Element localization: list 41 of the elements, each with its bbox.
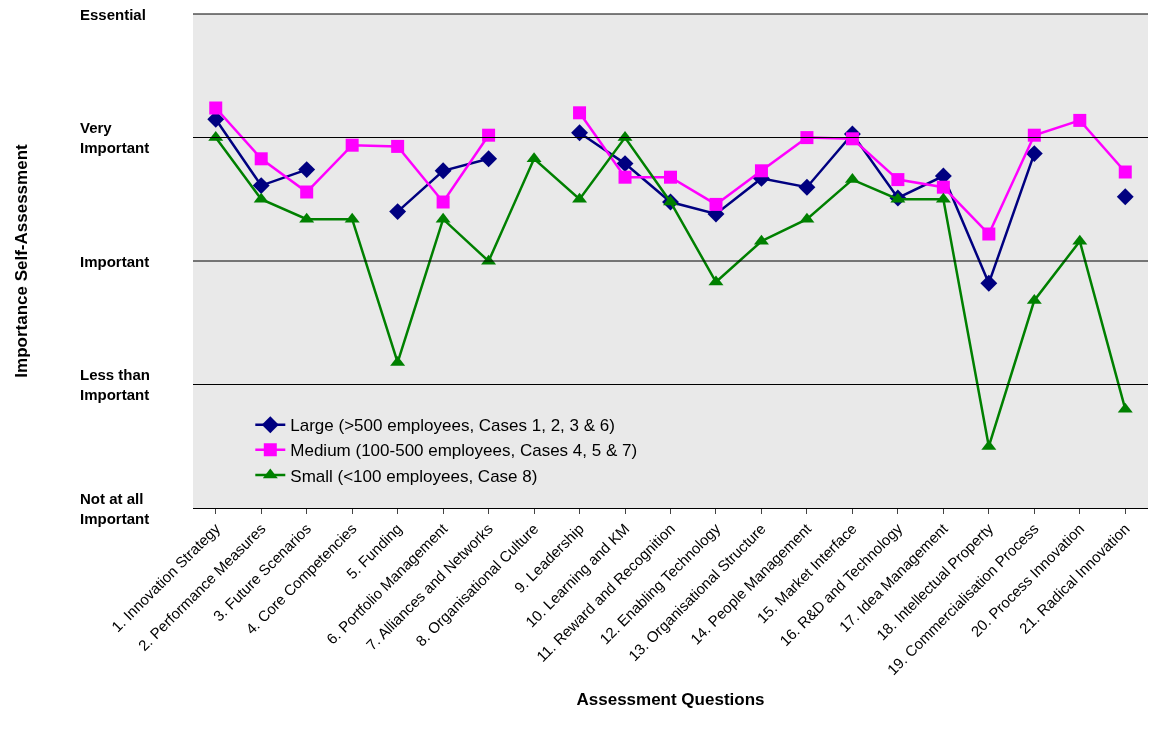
point bbox=[709, 197, 723, 211]
legend-label: Small (<100 employees, Case 8) bbox=[290, 466, 538, 486]
text: Essential bbox=[80, 6, 146, 23]
point bbox=[1116, 188, 1134, 206]
point bbox=[936, 180, 950, 194]
point bbox=[300, 185, 314, 199]
point bbox=[252, 177, 270, 195]
point bbox=[571, 124, 588, 142]
y-axis-title: Importance Self-Assessment bbox=[11, 143, 31, 378]
point bbox=[480, 150, 498, 168]
point bbox=[1118, 165, 1132, 179]
text: Not at all Important bbox=[80, 490, 150, 527]
point bbox=[209, 101, 223, 115]
point bbox=[618, 170, 632, 184]
point bbox=[616, 155, 634, 173]
point bbox=[1027, 128, 1041, 142]
point bbox=[800, 131, 814, 145]
point bbox=[1073, 113, 1087, 127]
point bbox=[391, 139, 405, 153]
point bbox=[798, 178, 816, 196]
legend-label: Large (>500 employees, Cases 1, 2, 3 & 6) bbox=[290, 416, 615, 436]
point bbox=[389, 203, 407, 221]
text: Less than Important bbox=[80, 366, 151, 403]
point bbox=[982, 227, 996, 241]
point bbox=[891, 173, 905, 187]
point bbox=[664, 170, 677, 184]
text: Very Important bbox=[80, 119, 150, 156]
point bbox=[298, 161, 316, 179]
point bbox=[1025, 145, 1043, 163]
point bbox=[436, 195, 450, 209]
legend-label: Medium (100-500 employees, Cases 4, 5 & 7) bbox=[290, 441, 638, 461]
point bbox=[573, 106, 587, 120]
point bbox=[482, 128, 496, 142]
x-axis-title: Assessment Questions bbox=[576, 689, 765, 709]
text: Important bbox=[80, 253, 150, 270]
point bbox=[345, 138, 359, 152]
point bbox=[980, 274, 998, 292]
point bbox=[254, 152, 268, 166]
point bbox=[434, 162, 452, 180]
point bbox=[754, 164, 768, 178]
point bbox=[845, 132, 859, 146]
